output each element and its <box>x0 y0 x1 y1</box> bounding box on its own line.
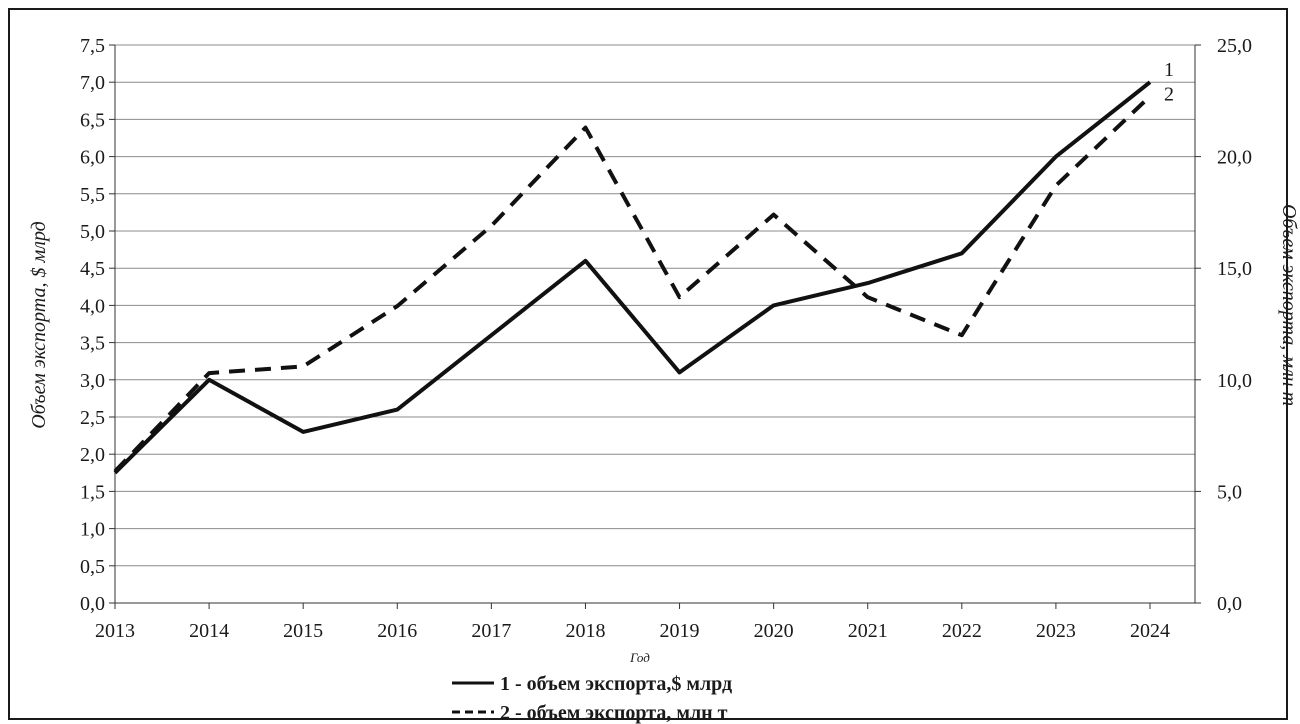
left-tick-label: 0,5 <box>80 556 105 578</box>
right-axis-ticks: 0,0 5,0 10,0 15,0 20,0 25,0 <box>1195 35 1252 615</box>
series-line-2 <box>113 94 1152 473</box>
left-tick-label: 7,0 <box>80 72 105 94</box>
x-tick-label: 2019 <box>660 620 700 642</box>
right-tick-label: 5,0 <box>1217 481 1242 503</box>
x-axis-title: Год <box>629 650 650 665</box>
legend: 1 - объем экспорта,$ млрд 2 - объем эксп… <box>452 673 732 724</box>
left-tick-label: 4,0 <box>80 295 105 317</box>
axes <box>114 45 1196 604</box>
x-tick-label: 2023 <box>1036 620 1076 642</box>
x-axis-ticks: 2013 2014 2015 2016 2017 2018 2019 2020 2021 2022… <box>95 603 1170 642</box>
series-end-label-1: 1 <box>1164 59 1174 81</box>
series-end-labels: 12 <box>1164 59 1174 105</box>
x-tick-label: 2016 <box>377 620 417 642</box>
left-tick-label: 2,0 <box>80 444 105 466</box>
left-tick-label: 6,5 <box>80 109 105 131</box>
left-tick-label: 7,5 <box>80 35 105 57</box>
right-tick-label: 0,0 <box>1217 593 1242 615</box>
left-tick-label: 3,5 <box>80 333 105 355</box>
left-axis-ticks: 0,0 0,5 1,0 1,5 2,0 2,5 3,0 3,5 4,0 4,5 5,0 5,5 6,0 6… <box>80 35 115 615</box>
x-tick-label: 2024 <box>1130 620 1170 642</box>
series-lines <box>113 80 1152 475</box>
right-tick-label: 25,0 <box>1217 35 1252 57</box>
x-tick-label: 2022 <box>942 620 982 642</box>
right-tick-label: 20,0 <box>1217 147 1252 169</box>
left-axis-title: Объем экспорта, $ млрд <box>28 221 50 429</box>
right-tick-label: 15,0 <box>1217 258 1252 280</box>
x-tick-label: 2020 <box>754 620 794 642</box>
grid-lines <box>115 44 1195 567</box>
right-tick-label: 10,0 <box>1217 370 1252 392</box>
left-tick-label: 1,5 <box>80 481 105 503</box>
x-tick-label: 2015 <box>283 620 323 642</box>
x-tick-label: 2018 <box>565 620 605 642</box>
legend-label-1: 1 - объем экспорта,$ млрд <box>500 673 732 695</box>
x-tick-label: 2021 <box>848 620 888 642</box>
right-axis-title: Объем экспорта, млн т <box>1278 204 1300 406</box>
legend-label-2: 2 - объем экспорта, млн т <box>500 702 728 724</box>
chart-frame <box>8 8 1288 720</box>
left-tick-label: 4,5 <box>80 258 105 280</box>
series-line-1 <box>113 80 1152 475</box>
left-tick-label: 3,0 <box>80 370 105 392</box>
x-tick-label: 2014 <box>189 620 229 642</box>
left-tick-label: 2,5 <box>80 407 105 429</box>
left-tick-label: 1,0 <box>80 519 105 541</box>
left-tick-label: 5,0 <box>80 221 105 243</box>
left-tick-label: 5,5 <box>80 184 105 206</box>
left-tick-label: 6,0 <box>80 147 105 169</box>
series-end-label-2: 2 <box>1164 83 1174 105</box>
x-tick-label: 2013 <box>95 620 135 642</box>
left-tick-label: 0,0 <box>80 593 105 615</box>
x-tick-label: 2017 <box>471 620 511 642</box>
